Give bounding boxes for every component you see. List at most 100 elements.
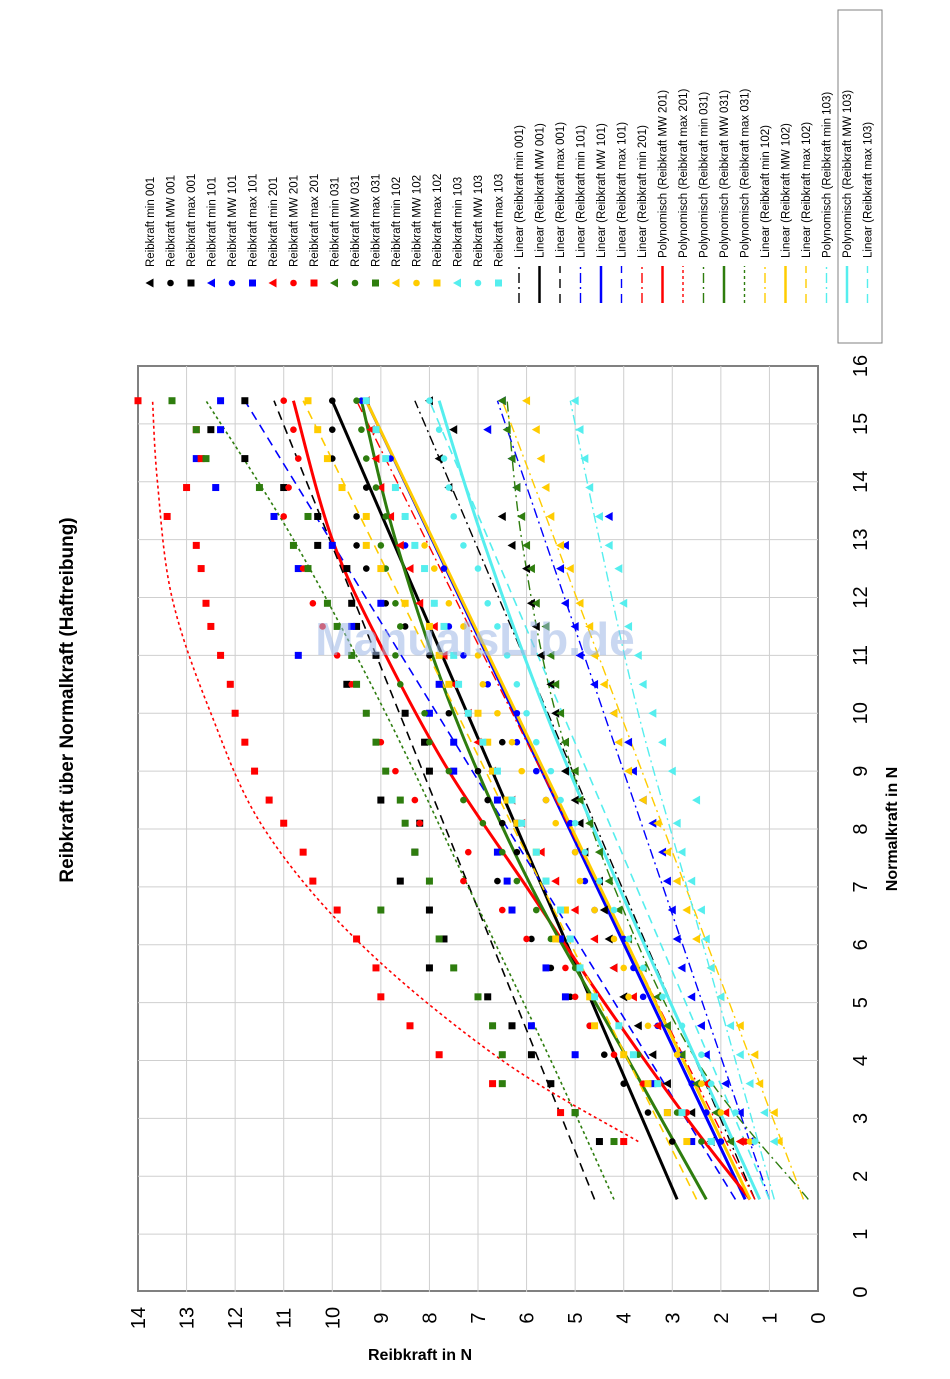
data-point: [672, 876, 681, 886]
data-point: [484, 738, 492, 746]
data-point: [362, 709, 370, 717]
data-point: [348, 622, 356, 630]
data-point: [372, 964, 380, 972]
data-point: [382, 767, 390, 775]
data-point: [702, 1109, 710, 1116]
data-point: [614, 905, 623, 915]
data-point: [440, 565, 448, 572]
data-point: [590, 934, 599, 944]
data-point: [633, 1021, 642, 1031]
y-tick-label: 11: [274, 1308, 296, 1329]
data-point: [581, 848, 589, 856]
trendline: [302, 400, 698, 1200]
data-point: [474, 652, 482, 659]
data-point: [493, 767, 501, 775]
data-point: [464, 848, 472, 856]
data-point: [667, 905, 676, 915]
data-point: [620, 964, 628, 972]
legend-label: Reibkraft min 102: [391, 177, 403, 267]
data-point: [536, 847, 545, 857]
data-point: [450, 767, 458, 775]
data-point: [663, 1109, 671, 1117]
data-point: [527, 1051, 535, 1059]
data-point: [503, 796, 511, 804]
legend-label: Polynomisch (Reibkraft MW 031): [719, 90, 731, 258]
data-point: [542, 796, 550, 804]
data-point: [192, 455, 200, 463]
data-point: [435, 1051, 443, 1059]
data-point: [624, 621, 633, 631]
data-point: [323, 455, 331, 463]
watermark: ManualsLib.de: [315, 613, 634, 665]
data-point: [571, 848, 579, 856]
data-point: [353, 513, 360, 520]
legend-marker: [433, 279, 441, 287]
data-point: [678, 1109, 686, 1117]
legend-marker: [372, 279, 379, 287]
data-point: [231, 709, 239, 717]
legend-label: Reibkraft max 201: [309, 174, 321, 267]
x-tick-label: 2: [850, 1171, 872, 1182]
data-point: [217, 651, 225, 659]
data-point: [498, 848, 506, 856]
data-point: [591, 993, 599, 1001]
data-point: [426, 652, 433, 659]
data-point: [513, 709, 521, 717]
data-point: [610, 1138, 618, 1146]
data-point: [624, 766, 633, 776]
data-point: [391, 484, 399, 492]
data-point: [551, 679, 560, 689]
data-point: [484, 993, 492, 1001]
legend-label: Reibkraft min 201: [268, 177, 280, 267]
data-point: [620, 935, 628, 943]
data-point: [716, 992, 725, 1002]
data-point: [696, 1021, 705, 1031]
x-tick-label: 7: [850, 881, 872, 892]
chart-title: Reibkraft über Normalkraft (Haftreibung): [57, 517, 78, 882]
data-point: [401, 819, 409, 827]
data-point: [735, 1021, 744, 1031]
data-point: [439, 650, 448, 660]
data-point: [479, 738, 487, 746]
data-point: [531, 598, 540, 608]
data-point: [304, 565, 312, 573]
data-point: [460, 877, 467, 885]
x-tick-label: 16: [850, 355, 872, 377]
data-point: [649, 1080, 657, 1088]
data-point: [382, 513, 390, 520]
data-point: [212, 484, 220, 492]
data-point: [353, 680, 361, 688]
data-point: [362, 565, 370, 572]
data-point: [382, 455, 390, 463]
trendline: [151, 400, 639, 1143]
legend-label: Linear (Reibkraft min 101): [576, 125, 588, 258]
data-point: [429, 621, 438, 631]
data-point: [571, 993, 579, 1001]
data-point: [672, 818, 681, 828]
data-point: [576, 964, 584, 972]
data-point: [348, 651, 356, 659]
data-point: [625, 993, 632, 1001]
data-point: [639, 964, 647, 972]
data-point: [638, 679, 647, 689]
data-point: [551, 876, 560, 886]
legend-label: Linear (Reibkraft MW 102): [781, 123, 793, 258]
data-point: [497, 511, 506, 521]
data-point: [396, 796, 404, 804]
y-tick-label: 14: [128, 1307, 150, 1329]
data-point: [672, 934, 681, 944]
data-point: [319, 623, 326, 630]
x-tick-label: 3: [850, 1113, 872, 1124]
data-point: [328, 397, 336, 405]
data-point: [566, 819, 574, 827]
data-point: [721, 1079, 730, 1089]
data-point: [596, 877, 603, 885]
data-point: [348, 599, 356, 607]
y-tick-label: 2: [711, 1312, 733, 1323]
data-point: [604, 540, 613, 550]
y-tick-label: 9: [371, 1312, 393, 1323]
data-point: [562, 964, 569, 972]
data-point: [285, 484, 292, 491]
data-point: [406, 1022, 414, 1030]
data-point: [197, 455, 205, 463]
